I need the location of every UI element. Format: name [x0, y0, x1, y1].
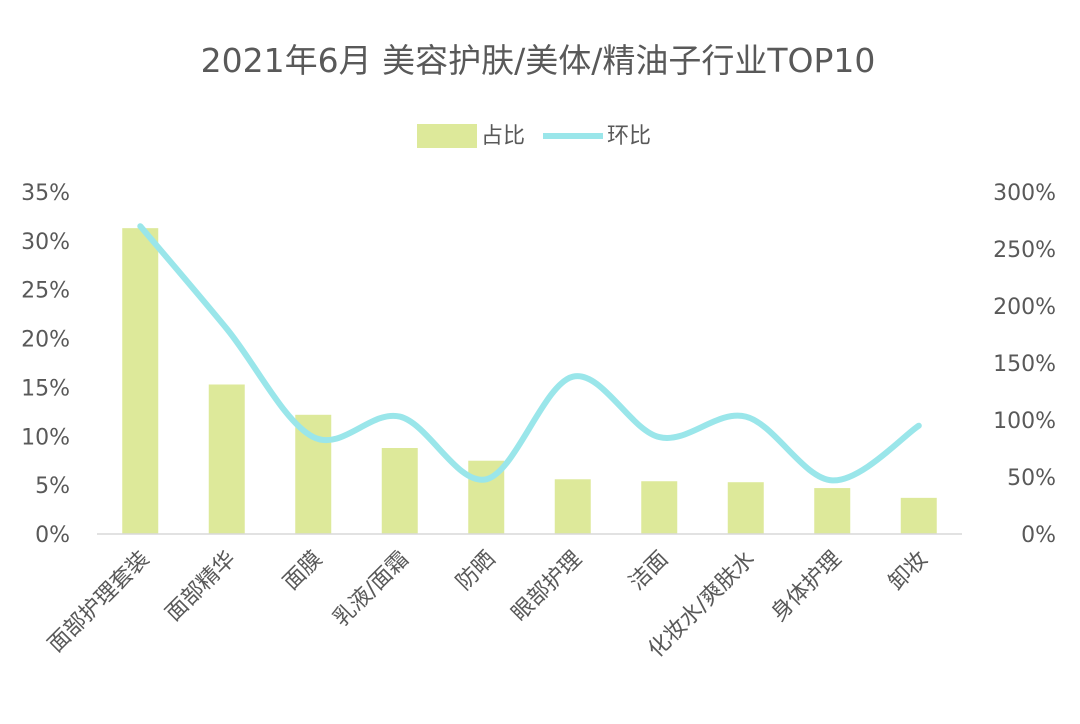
bar: [381, 448, 418, 534]
legend-line-label: 环比: [607, 124, 651, 149]
legend-bar-label: 占比: [481, 124, 525, 149]
x-axis-tick-label: 面膜: [279, 547, 328, 596]
x-axis-tick-label: 面部护理套装: [43, 547, 154, 658]
right-axis-tick-label: 250%: [993, 238, 1056, 263]
left-axis-tick-label: 20%: [21, 328, 70, 353]
x-axis-tick-label: 身体护理: [767, 547, 847, 627]
right-axis: 0% 50% 100% 150% 200% 250% 300%: [993, 181, 1056, 548]
x-axis-tick-label: 卸妆: [884, 547, 933, 596]
left-axis: 0% 5% 10% 15% 20% 25% 30% 35%: [21, 181, 70, 548]
bar: [554, 479, 591, 534]
bar: [900, 497, 937, 534]
right-axis-tick-label: 200%: [993, 295, 1056, 320]
legend: 占比 环比: [417, 124, 651, 149]
x-axis-tick-label: 防晒: [452, 547, 501, 596]
right-axis-tick-label: 150%: [993, 352, 1056, 377]
bar: [641, 481, 678, 534]
right-axis-tick-label: 0%: [1021, 523, 1056, 548]
bar-series: [122, 228, 937, 534]
left-axis-tick-label: 15%: [21, 376, 70, 401]
x-axis-tick-label: 面部精华: [161, 547, 241, 627]
left-axis-tick-label: 0%: [35, 523, 70, 548]
chart-title: 2021年6月 美容护肤/美体/精油子行业TOP10: [201, 41, 876, 80]
left-axis-tick-label: 35%: [21, 181, 70, 206]
bar: [814, 488, 851, 534]
x-axis-tick-label: 乳液/面霜: [329, 547, 414, 632]
left-axis-tick-label: 30%: [21, 230, 70, 255]
legend-bar-swatch: [417, 124, 477, 148]
x-axis-tick-label: 洁面: [625, 547, 674, 596]
right-axis-tick-label: 100%: [993, 409, 1056, 434]
bar: [295, 414, 332, 534]
bar: [122, 228, 159, 534]
line-series: [137, 223, 922, 484]
bar: [208, 384, 245, 534]
x-axis-tick-label: 眼部护理: [507, 547, 587, 627]
bar: [727, 482, 764, 534]
left-axis-tick-label: 5%: [35, 474, 70, 499]
left-axis-tick-label: 10%: [21, 425, 70, 450]
right-axis-tick-label: 300%: [993, 181, 1056, 206]
right-axis-tick-label: 50%: [1007, 466, 1056, 491]
left-axis-tick-label: 25%: [21, 279, 70, 304]
